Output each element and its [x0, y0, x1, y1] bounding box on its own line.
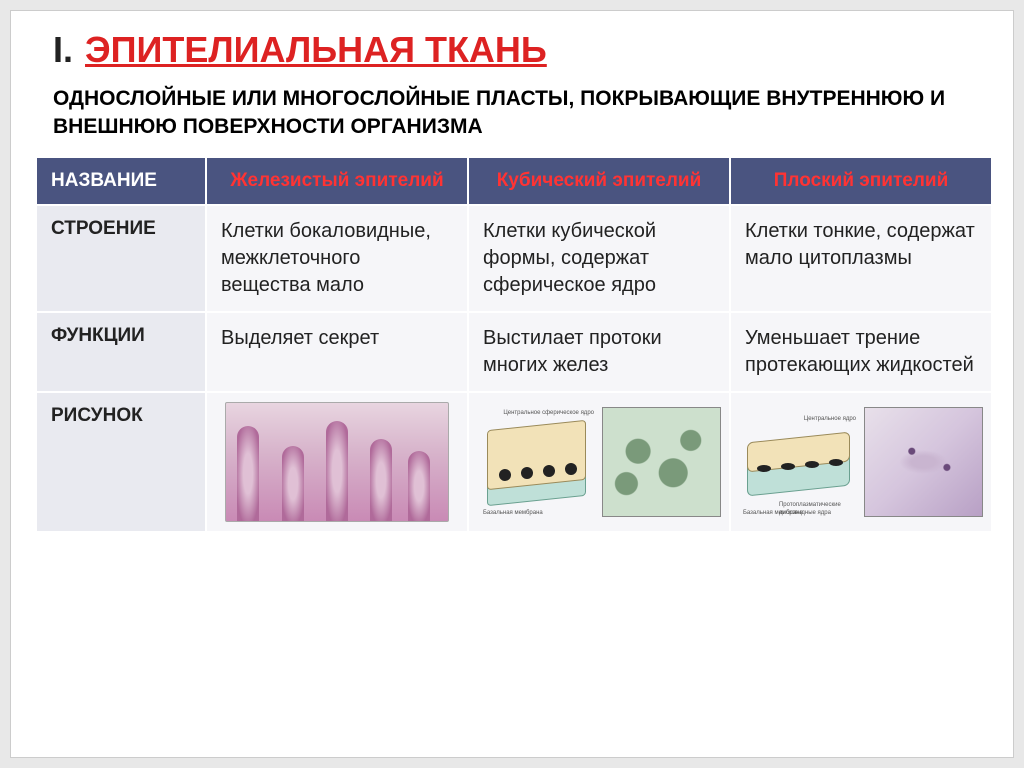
table-header-row: НАЗВАНИЕ Железистый эпителий Кубический … [36, 157, 992, 205]
header-cuboidal: Кубический эпителий [468, 157, 730, 205]
cell-structure-squamous: Клетки тонкие, содержат мало цитоплазмы [730, 205, 992, 312]
cell-functions-squamous: Уменьшает трение протекающих жидкостей [730, 312, 992, 392]
slide-subtitle: ОДНОСЛОЙНЫЕ ИЛИ МНОГОСЛОЙНЫЕ ПЛАСТЫ, ПОК… [35, 85, 989, 156]
slide-title-row: I. ЭПИТЕЛИАЛЬНАЯ ТКАНЬ [35, 29, 989, 71]
label-squamous-nuclei: Протоплазматические дисковидные ядра [779, 501, 858, 517]
glandular-histology-image [225, 402, 448, 522]
rowlabel-drawing: РИСУНОК [36, 392, 206, 532]
row-functions: ФУНКЦИИ Выделяет секрет Выстилает проток… [36, 312, 992, 392]
rowlabel-functions: ФУНКЦИИ [36, 312, 206, 392]
label-basal-membrane-1: Базальная мембрана [483, 509, 543, 517]
cell-functions-glandular: Выделяет секрет [206, 312, 468, 392]
row-drawing: РИСУНОК [36, 392, 992, 532]
title-numeral: I. [53, 29, 73, 71]
header-glandular: Железистый эпителий [206, 157, 468, 205]
cell-drawing-glandular [206, 392, 468, 532]
slide: I. ЭПИТЕЛИАЛЬНАЯ ТКАНЬ ОДНОСЛОЙНЫЕ ИЛИ М… [10, 10, 1014, 758]
cell-structure-cuboidal: Клетки кубической формы, содержат сферич… [468, 205, 730, 312]
title-text: ЭПИТЕЛИАЛЬНАЯ ТКАНЬ [85, 29, 547, 71]
cell-drawing-squamous: Базальная мембрана Протоплазматические д… [730, 392, 992, 532]
cuboidal-micrograph [602, 407, 721, 517]
cell-structure-glandular: Клетки бокаловидные, межклеточного вещес… [206, 205, 468, 312]
header-name: НАЗВАНИЕ [36, 157, 206, 205]
label-squamous-center: Центральное ядро [804, 415, 856, 423]
header-squamous: Плоский эпителий [730, 157, 992, 205]
rowlabel-structure: СТРОЕНИЕ [36, 205, 206, 312]
cuboidal-diagram: Центральное сферическое ядро Базальная м… [477, 407, 596, 517]
cell-drawing-cuboidal: Центральное сферическое ядро Базальная м… [468, 392, 730, 532]
row-structure: СТРОЕНИЕ Клетки бокаловидные, межклеточн… [36, 205, 992, 312]
squamous-micrograph [864, 407, 983, 517]
cell-functions-cuboidal: Выстилает протоки многих желез [468, 312, 730, 392]
squamous-diagram: Базальная мембрана Протоплазматические д… [739, 407, 858, 517]
epithelium-table: НАЗВАНИЕ Железистый эпителий Кубический … [35, 156, 993, 533]
label-cuboidal-nucleus: Центральное сферическое ядро [503, 409, 594, 417]
